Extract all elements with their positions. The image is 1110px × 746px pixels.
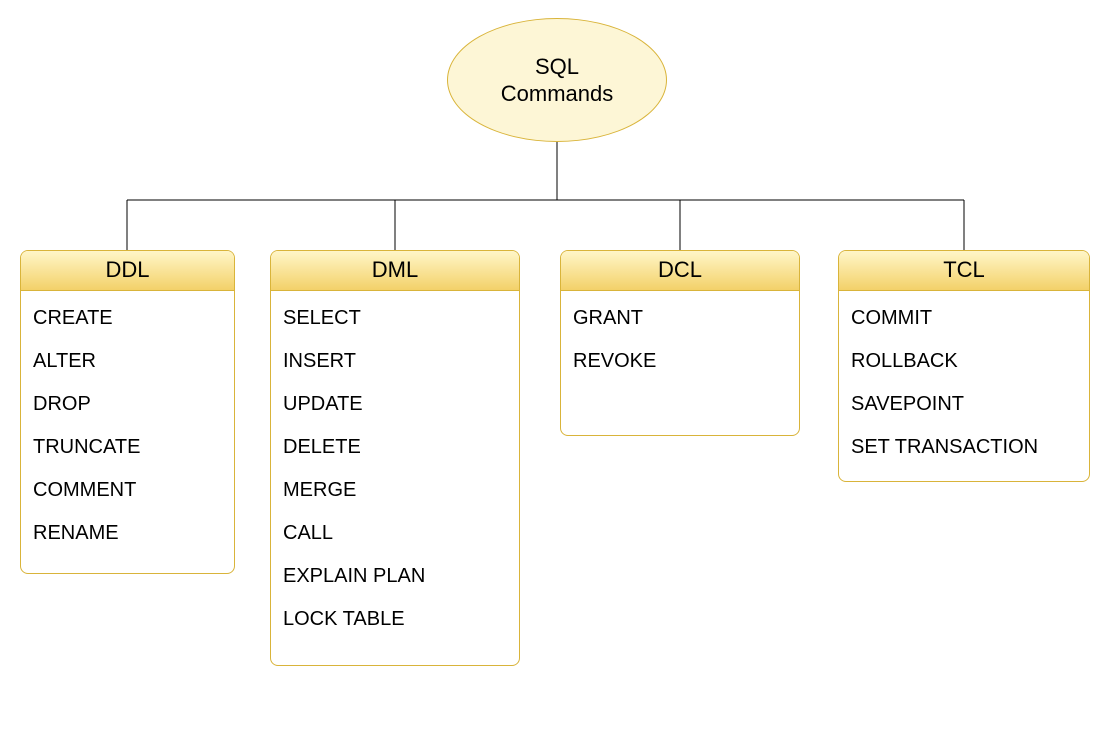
category-body-dml: SELECTINSERTUPDATEDELETEMERGECALLEXPLAIN… — [271, 291, 519, 651]
category-item: COMMIT — [851, 297, 1077, 340]
category-item: ROLLBACK — [851, 340, 1077, 383]
category-box-dml: DMLSELECTINSERTUPDATEDELETEMERGECALLEXPL… — [270, 250, 520, 666]
category-item: LOCK TABLE — [283, 598, 507, 641]
category-item: RENAME — [33, 512, 222, 555]
category-item: COMMENT — [33, 469, 222, 512]
category-header-dml: DML — [271, 251, 519, 291]
category-box-tcl: TCLCOMMITROLLBACKSAVEPOINTSET TRANSACTIO… — [838, 250, 1090, 482]
category-item: INSERT — [283, 340, 507, 383]
category-header-dcl: DCL — [561, 251, 799, 291]
category-item: SELECT — [283, 297, 507, 340]
category-item: REVOKE — [573, 340, 787, 383]
category-item: GRANT — [573, 297, 787, 340]
category-item: CALL — [283, 512, 507, 555]
category-item: EXPLAIN PLAN — [283, 555, 507, 598]
category-box-dcl: DCLGRANTREVOKE — [560, 250, 800, 436]
category-box-ddl: DDLCREATEALTERDROPTRUNCATECOMMENTRENAME — [20, 250, 235, 574]
category-body-tcl: COMMITROLLBACKSAVEPOINTSET TRANSACTION — [839, 291, 1089, 479]
category-item: CREATE — [33, 297, 222, 340]
category-item: TRUNCATE — [33, 426, 222, 469]
category-header-ddl: DDL — [21, 251, 234, 291]
category-header-tcl: TCL — [839, 251, 1089, 291]
category-item: UPDATE — [283, 383, 507, 426]
root-node-label: SQLCommands — [501, 53, 613, 108]
category-item: ALTER — [33, 340, 222, 383]
category-item: SAVEPOINT — [851, 383, 1077, 426]
category-item: DROP — [33, 383, 222, 426]
category-body-ddl: CREATEALTERDROPTRUNCATECOMMENTRENAME — [21, 291, 234, 565]
category-item: SET TRANSACTION — [851, 426, 1077, 469]
category-body-dcl: GRANTREVOKE — [561, 291, 799, 393]
root-node-sql-commands: SQLCommands — [447, 18, 667, 142]
category-item: MERGE — [283, 469, 507, 512]
category-item: DELETE — [283, 426, 507, 469]
